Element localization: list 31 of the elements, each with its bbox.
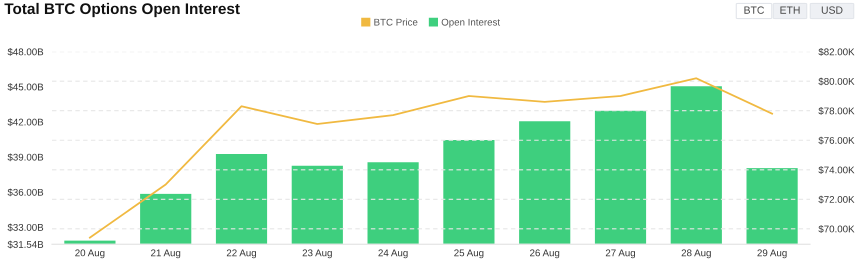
x-tick-label: 26 Aug — [530, 249, 560, 258]
x-tick-label: 22 Aug — [226, 249, 256, 258]
y-tick-label: $36.00B — [8, 188, 44, 196]
y-tick-label: $45.00B — [8, 83, 44, 91]
y2-tick-label: $74.00K — [818, 166, 854, 174]
y2-tick-label: $82.00K — [818, 48, 854, 56]
x-tick-label: 27 Aug — [606, 249, 636, 258]
y-tick-label: $31.54B — [8, 240, 44, 248]
y2-tick-label: $72.00K — [818, 196, 854, 204]
legend-label: Open Interest — [442, 18, 500, 28]
x-tick-label: 24 Aug — [378, 249, 408, 258]
y-tick-label: $42.00B — [8, 118, 44, 126]
y2-tick-label: $78.00K — [818, 107, 854, 115]
x-tick-label: 20 Aug — [75, 249, 104, 258]
legend-label: BTC Price — [374, 18, 418, 26]
chart-title: Total BTC Options Open Interest — [4, 2, 240, 18]
text: ETH — [780, 6, 800, 14]
text: BTC — [744, 6, 764, 14]
y-tick-label: $39.00B — [8, 153, 44, 162]
x-tick-label: 29 Aug — [757, 249, 787, 258]
y2-tick-label: $76.00K — [818, 136, 854, 144]
line-series — [88, 77, 774, 239]
y2-tick-label: $70.00K — [818, 225, 854, 233]
y-tick-label: $33.00B — [8, 224, 44, 232]
x-tick-label: 28 Aug — [682, 249, 711, 258]
x-tick-label: 25 Aug — [454, 249, 484, 258]
x-tick-label: 21 Aug — [151, 249, 180, 258]
y-tick-label: $48.00B — [8, 48, 44, 56]
y2-tick-label: $80.00K — [818, 78, 854, 86]
text: USD — [822, 6, 842, 14]
x-tick-label: 23 Aug — [302, 249, 332, 258]
